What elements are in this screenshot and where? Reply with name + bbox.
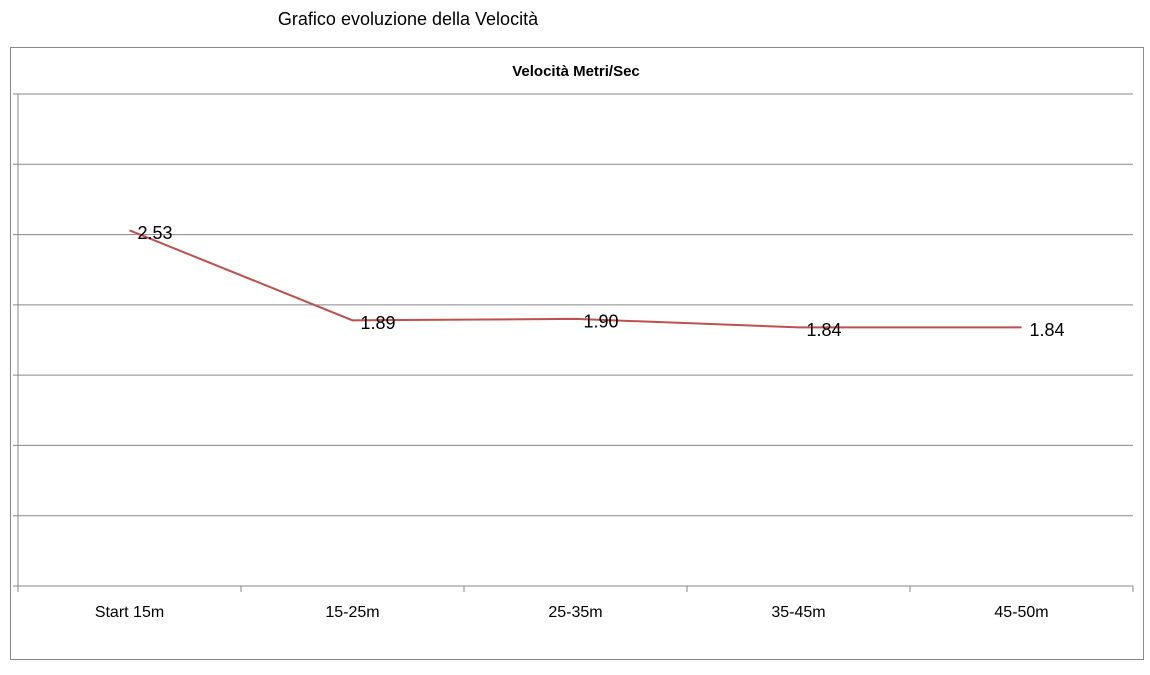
x-tick-label: 25-35m [548,604,602,621]
x-tick-label: Start 15m [95,604,164,621]
data-label: 1.89 [361,313,396,333]
chart-frame [10,47,1144,660]
data-label: 1.84 [807,320,842,340]
x-tick-label: 45-50m [994,604,1048,621]
page-title: Grafico evoluzione della Velocità [278,9,539,29]
line [129,229,1022,329]
data-label: 1.84 [1030,320,1065,340]
data-label: 1.90 [584,312,619,332]
x-tick-label: 35-45m [771,604,825,621]
x-tick-label: 15-25m [325,604,379,621]
chart-title: Velocità Metri/Sec [512,63,640,80]
data-label: 2.53 [138,223,173,243]
